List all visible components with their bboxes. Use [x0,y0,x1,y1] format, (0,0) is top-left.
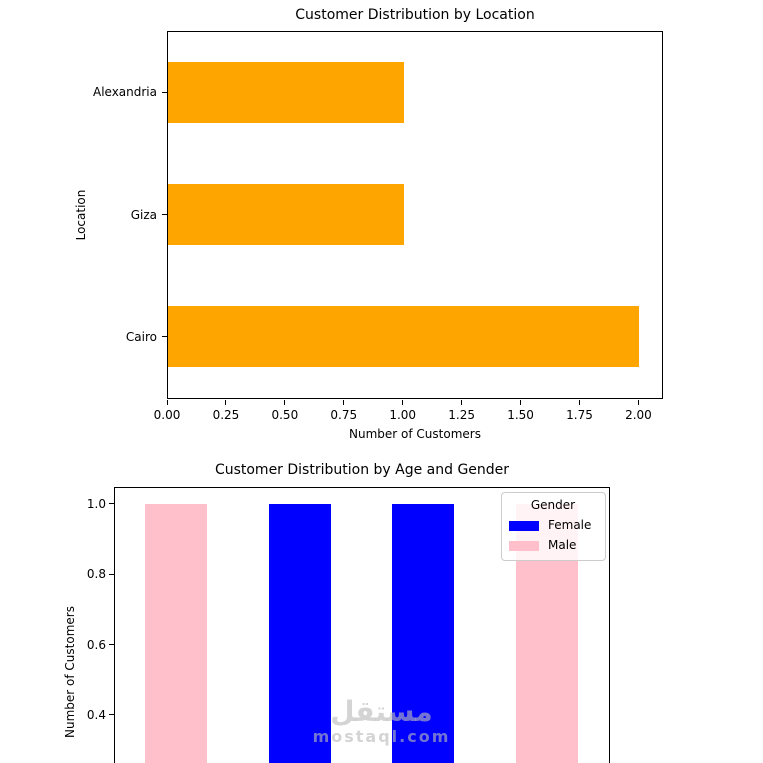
x-tick-label: 0.00 [153,408,181,422]
x-tick-mark [284,400,286,405]
x-tick-mark [637,400,639,405]
y-tick-mark [162,336,167,338]
x-tick-mark [166,400,168,405]
legend-entry-label-female: Female [548,518,592,532]
bar-giza [168,183,404,246]
y-tick-mark [109,714,114,716]
y-tick-label-alexandria: Alexandria [92,85,157,100]
y-tick-mark [162,214,167,215]
legend-title: Gender [530,498,576,512]
bar-female-3 [392,503,455,763]
y-tick-label-cairo: Cairo [125,329,157,344]
x-tick-label: 1.75 [566,408,593,422]
age-gender-chart-plot-area [114,487,610,763]
y-tick-label: 1.0 [86,496,106,511]
x-tick-mark [520,400,522,405]
x-tick-mark [402,400,404,405]
x-tick-label: 0.25 [212,408,240,422]
x-tick-label: 1.25 [448,408,475,422]
y-tick-mark [109,573,114,575]
legend-entry-male: Male [509,538,597,553]
location-chart-x-axis-label: Number of Customers [349,427,481,441]
female-swatch-icon [509,520,539,531]
age-gender-chart-title: Customer Distribution by Age and Gender [214,462,510,478]
x-tick-label: 0.75 [330,408,358,422]
x-tick-label: 2.00 [625,408,652,422]
male-swatch-icon [509,540,539,551]
gender-legend: Gender Female Male [501,492,606,561]
legend-entry-label-male: Male [548,538,577,552]
y-tick-mark [162,91,167,93]
bar-cairo [168,306,640,368]
y-tick-label: 0.6 [86,637,106,652]
x-tick-mark [225,400,227,405]
x-tick-mark [461,400,463,405]
bar-female-2 [268,503,331,763]
y-tick-label: 0.4 [86,707,106,722]
y-tick-mark [109,644,114,645]
y-tick-label: 0.8 [86,567,106,582]
legend-entry-female: Female [509,518,597,533]
x-tick-label: 0.50 [271,408,299,422]
x-tick-mark [579,400,580,405]
bar-alexandria [168,61,404,123]
location-chart-plot-area [167,31,663,399]
location-chart-title: Customer Distribution by Location [295,7,535,23]
y-tick-label-giza: Giza [130,207,157,222]
y-tick-mark [109,503,114,505]
x-tick-mark [343,400,345,405]
x-tick-label: 1.50 [507,408,534,422]
bar-male-1 [144,503,207,763]
x-tick-label: 1.00 [389,408,417,422]
